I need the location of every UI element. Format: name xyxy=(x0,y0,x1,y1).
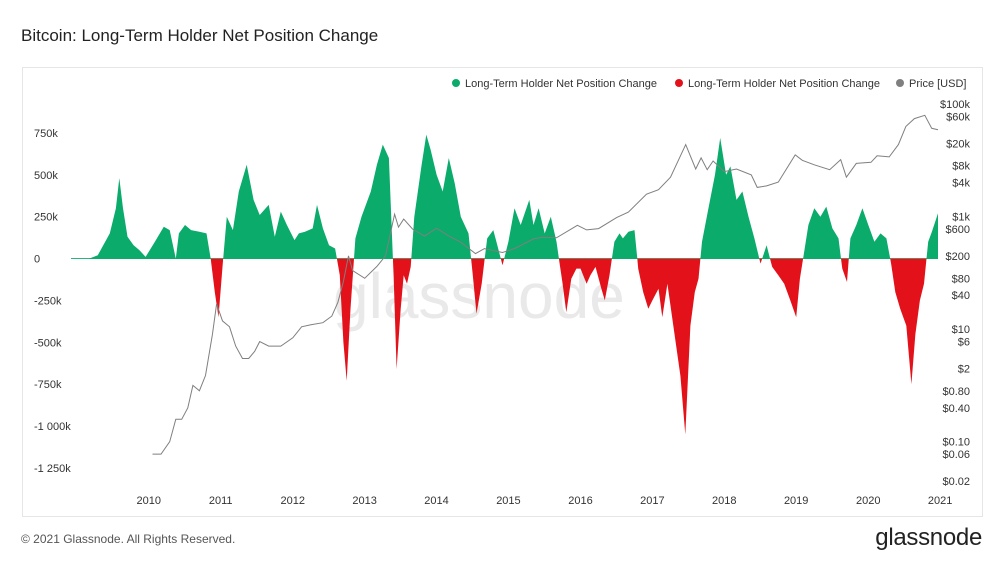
x-tick-label: 2014 xyxy=(424,495,448,507)
x-tick-label: 2020 xyxy=(856,495,880,507)
legend-swatch xyxy=(675,79,683,87)
y-right-tick-label: $40 xyxy=(952,290,970,302)
y-right-tick-label: $200 xyxy=(946,251,970,263)
copyright-text: © 2021 Glassnode. All Rights Reserved. xyxy=(21,532,236,546)
chart-svg: glassnode 750k500k250k0-250k-500k-750k-1… xyxy=(34,78,970,507)
x-tick-label: 2017 xyxy=(640,495,664,507)
y-right-tick-label: $6 xyxy=(958,337,970,349)
y-left-tick-label: -1 250k xyxy=(34,463,71,475)
x-tick-label: 2018 xyxy=(712,495,736,507)
y-left-tick-label: -1 000k xyxy=(34,421,71,433)
y-left-tick-label: 0 xyxy=(34,254,40,266)
y-right-tick-label: $100k xyxy=(940,99,970,111)
y-right-tick-label: $4k xyxy=(952,178,970,190)
x-tick-label: 2019 xyxy=(784,495,808,507)
chart-panel: glassnode 750k500k250k0-250k-500k-750k-1… xyxy=(22,67,983,517)
x-tick-label: 2015 xyxy=(496,495,520,507)
x-tick-label: 2012 xyxy=(281,495,305,507)
y-right-tick-label: $10 xyxy=(952,324,970,336)
y-right-tick-label: $80 xyxy=(952,273,970,285)
y-right-tick-label: $0.80 xyxy=(942,386,970,398)
glassnode-logo: glassnode xyxy=(875,524,982,551)
y-right-tick-label: $60k xyxy=(946,111,970,123)
y-left-tick-label: -250k xyxy=(34,295,62,307)
x-tick-label: 2016 xyxy=(568,495,592,507)
y-left-tick-label: 750k xyxy=(34,128,58,140)
x-tick-label: 2013 xyxy=(352,495,376,507)
y-right-tick-label: $0.02 xyxy=(942,476,970,488)
legend-swatch xyxy=(452,79,460,87)
y-right-tick-label: $0.40 xyxy=(942,403,970,415)
y-right-tick-label: $0.06 xyxy=(942,449,970,461)
legend-label: Long-Term Holder Net Position Change xyxy=(465,78,657,90)
y-left-tick-label: 500k xyxy=(34,170,58,182)
price-line xyxy=(152,114,939,455)
y-left-tick-label: -750k xyxy=(34,379,62,391)
x-tick-label: 2021 xyxy=(928,495,952,507)
legend-swatch xyxy=(896,79,904,87)
y-left-tick-label: 250k xyxy=(34,212,58,224)
y-left-tick-label: -500k xyxy=(34,337,62,349)
page-title: Bitcoin: Long-Term Holder Net Position C… xyxy=(21,26,379,45)
legend-label: Long-Term Holder Net Position Change xyxy=(688,78,880,90)
y-right-tick-label: $600 xyxy=(946,224,970,236)
y-right-tick-label: $1k xyxy=(952,212,970,224)
x-tick-label: 2011 xyxy=(209,495,233,507)
y-right-tick-label: $20k xyxy=(946,138,970,150)
y-right-tick-label: $2 xyxy=(958,363,970,375)
net-position-positive-area xyxy=(89,134,939,259)
legend-label: Price [USD] xyxy=(909,78,966,90)
x-tick-label: 2010 xyxy=(137,495,161,507)
y-right-tick-label: $0.10 xyxy=(942,437,970,449)
y-right-tick-label: $8k xyxy=(952,161,970,173)
